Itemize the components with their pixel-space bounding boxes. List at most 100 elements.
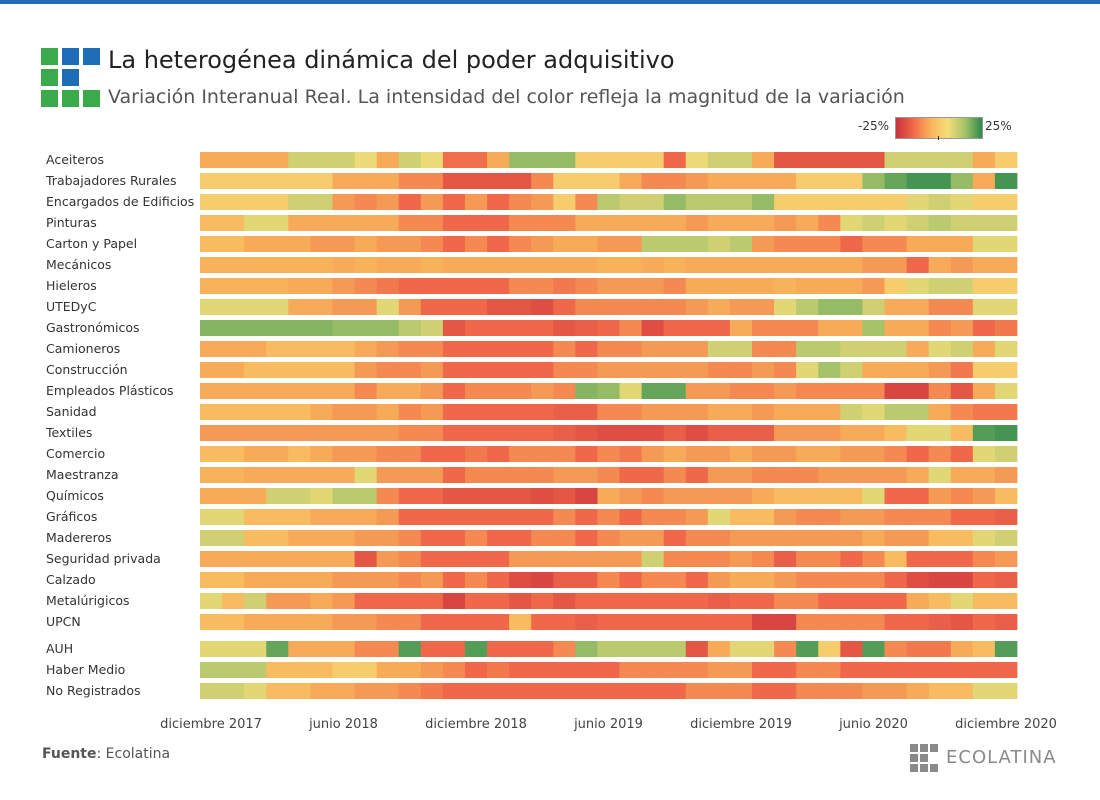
heatmap-cell — [994, 257, 1018, 273]
heatmap-cell — [972, 278, 996, 294]
heatmap-cell — [906, 278, 930, 294]
brand-grid-icon — [910, 744, 938, 772]
heatmap-cell — [707, 530, 731, 546]
heatmap-cell — [266, 278, 289, 294]
heatmap-cell — [310, 509, 333, 525]
heatmap-cell — [200, 425, 223, 441]
heatmap-cell — [729, 236, 753, 252]
heatmap-cell — [928, 614, 952, 630]
heatmap-cell — [597, 320, 620, 336]
heatmap-cell — [774, 641, 797, 657]
heatmap-cell — [266, 593, 289, 609]
heatmap-cell — [266, 341, 289, 357]
heatmap-cell — [972, 641, 996, 657]
heatmap-cell — [818, 257, 841, 273]
heatmap-cell — [707, 641, 731, 657]
heatmap-cell — [310, 173, 333, 189]
heatmap-cell — [818, 173, 841, 189]
heatmap-cell — [398, 530, 422, 546]
heatmap-cell — [222, 404, 245, 420]
heatmap-cell — [619, 236, 643, 252]
row-label: Camioneros — [46, 341, 120, 356]
heatmap-cell — [310, 215, 333, 231]
heatmap-cell — [575, 467, 598, 483]
heatmap-cell — [575, 152, 598, 168]
heatmap-cell — [840, 257, 863, 273]
heatmap-cell — [884, 383, 907, 399]
heatmap-cell — [200, 341, 223, 357]
heatmap-cell — [619, 530, 643, 546]
heatmap-cell — [531, 572, 554, 588]
heatmap-cell — [752, 467, 775, 483]
heatmap-cell — [398, 641, 422, 657]
heatmap-cell — [884, 257, 907, 273]
heatmap-cell — [752, 152, 775, 168]
heatmap-cell — [332, 383, 355, 399]
heatmap-cell — [200, 173, 223, 189]
heatmap-cell — [818, 662, 841, 678]
heatmap-cell — [464, 467, 488, 483]
heatmap-cell — [222, 662, 245, 678]
heatmap-cell — [200, 257, 223, 273]
heatmap-cell — [200, 362, 223, 378]
heatmap-cell — [222, 362, 245, 378]
heatmap-cell — [553, 278, 576, 294]
heatmap-cell — [840, 341, 863, 357]
heatmap-cell — [487, 152, 510, 168]
heatmap-cell — [200, 662, 223, 678]
heatmap-cell — [398, 362, 422, 378]
heatmap-cell — [376, 662, 400, 678]
heatmap-cell — [376, 683, 400, 699]
heatmap-cell — [641, 215, 665, 231]
heatmap-cell — [487, 404, 510, 420]
heatmap-cell — [994, 299, 1018, 315]
heatmap-cell — [972, 425, 996, 441]
heatmap-cell — [332, 404, 355, 420]
heatmap-cell — [641, 551, 665, 567]
heatmap-cell — [619, 194, 643, 210]
heatmap-cell — [685, 662, 709, 678]
heatmap-cell — [641, 662, 665, 678]
heatmap-cell — [464, 257, 488, 273]
heatmap-cell — [354, 152, 378, 168]
heatmap-cell — [884, 215, 907, 231]
heatmap-cell — [597, 551, 620, 567]
heatmap-cell — [928, 362, 952, 378]
heatmap-cell — [442, 614, 466, 630]
heatmap-cell — [663, 194, 687, 210]
heatmap-cell — [928, 278, 952, 294]
heatmap-cell — [398, 383, 422, 399]
heatmap-cell — [707, 593, 731, 609]
heatmap-cell — [729, 278, 753, 294]
heatmap-cell — [442, 362, 466, 378]
heatmap-cell — [442, 641, 466, 657]
heatmap-cell — [685, 257, 709, 273]
heatmap-cell — [862, 278, 885, 294]
heatmap-cell — [972, 236, 996, 252]
row-label: UTEDyC — [46, 299, 97, 314]
heatmap-cell — [641, 572, 665, 588]
heatmap-cell — [531, 683, 554, 699]
heatmap-cell — [663, 425, 687, 441]
heatmap-cell — [288, 467, 311, 483]
heatmap-cell — [509, 551, 532, 567]
heatmap-cell — [553, 488, 576, 504]
heatmap-cell — [928, 509, 952, 525]
heatmap-cell — [619, 662, 643, 678]
heatmap-cell — [641, 425, 665, 441]
heatmap-cell — [244, 173, 267, 189]
heatmap-cell — [531, 551, 554, 567]
heatmap-cell — [906, 257, 930, 273]
heatmap-cell — [906, 593, 930, 609]
heatmap-cell — [972, 299, 996, 315]
heatmap-cell — [376, 194, 400, 210]
row-label: Textiles — [45, 425, 92, 440]
heatmap-cell — [774, 404, 797, 420]
heatmap-cell — [774, 152, 797, 168]
heatmap-cell — [862, 341, 885, 357]
heatmap-cell — [553, 425, 576, 441]
heatmap-cell — [950, 593, 974, 609]
heatmap-cell — [906, 173, 930, 189]
heatmap-cell — [266, 641, 289, 657]
heatmap-cell — [509, 425, 532, 441]
